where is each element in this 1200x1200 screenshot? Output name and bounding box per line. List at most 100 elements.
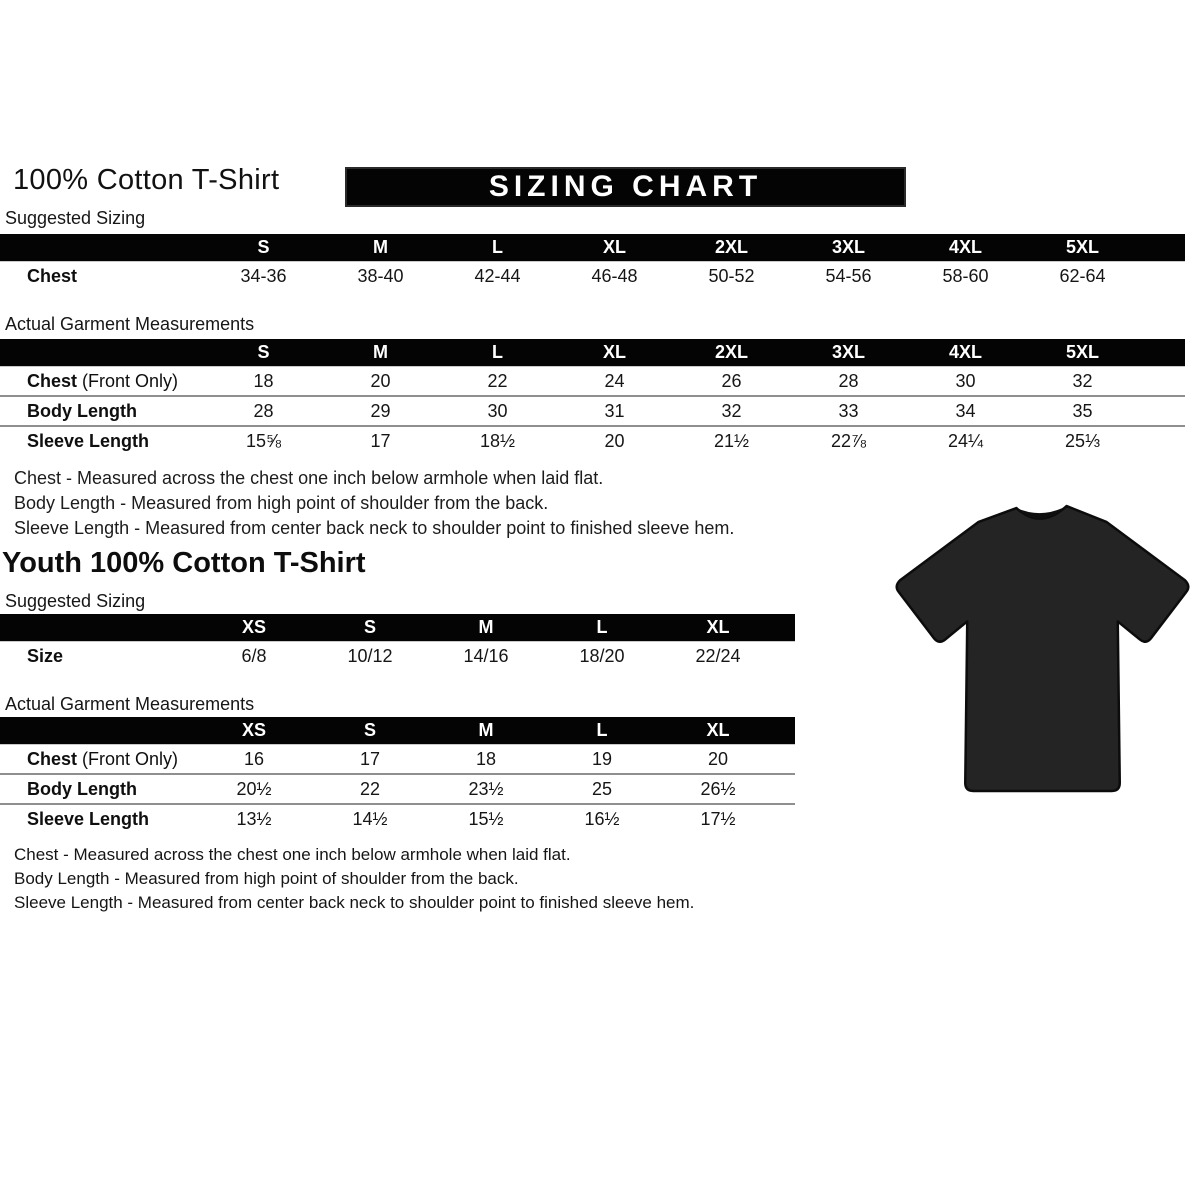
row-spacer: [776, 803, 795, 833]
adult-suggested-sizing-table: S M L XL 2XL 3XL 4XL 5XL Chest 34-36 38-…: [0, 234, 1185, 291]
size-column-header: XL: [556, 234, 673, 262]
measurement-value: 28: [838, 370, 859, 391]
size-column-header: L: [544, 614, 660, 642]
size-column-header: M: [428, 614, 544, 642]
measurement-value: 17: [322, 425, 439, 455]
measurement-value: 31: [556, 395, 673, 426]
row-spacer: [776, 773, 795, 804]
youth-suggested-sizing-label: Suggested Sizing: [5, 591, 146, 611]
header-corner: [0, 234, 205, 262]
size-column-header: M: [322, 234, 439, 262]
measurement-value: 32: [673, 395, 790, 426]
size-column-header: 4XL: [907, 234, 1024, 262]
measurement-value: 34-36: [240, 266, 287, 286]
measurement-value: 14½: [312, 803, 428, 833]
measurement-value: 25: [544, 773, 660, 804]
measurement-value: 13½: [196, 803, 312, 833]
row-label: Sleeve Length: [0, 803, 196, 833]
header-corner: [0, 614, 196, 642]
size-column-header: L: [544, 717, 660, 745]
adult-actual-measurements-label: Actual Garment Measurements: [5, 314, 255, 334]
size-column-header: XL: [556, 339, 673, 367]
measurement-value: 22: [487, 370, 508, 391]
table-row: Chest (Front Only) 16 17 18 19 20: [0, 745, 795, 775]
measurement-value: 16: [243, 748, 265, 769]
measurement-value: 17: [359, 748, 381, 769]
row-label: Size: [27, 646, 64, 666]
size-column-header: XL: [660, 614, 776, 642]
measurement-value: 30: [439, 395, 556, 426]
row-label: Chest: [27, 266, 78, 286]
size-column-header: L: [439, 339, 556, 367]
measurement-value: 15½: [428, 803, 544, 833]
measurement-value: 26: [721, 370, 742, 391]
table-row: Sleeve Length 13½ 14½ 15½ 16½ 17½: [0, 803, 795, 833]
note-chest: Chest - Measured across the chest one in…: [14, 845, 571, 864]
measurement-value: 24¼: [907, 425, 1024, 455]
measurement-value: 29: [322, 395, 439, 426]
size-column-header: 4XL: [907, 339, 1024, 367]
row-label: Chest (Front Only): [27, 370, 179, 391]
row-label: Chest (Front Only): [27, 748, 179, 769]
size-column-header: 5XL: [1024, 339, 1141, 367]
black-tshirt-image: [895, 504, 1190, 793]
measurement-value: 22: [312, 773, 428, 804]
measurement-value: 18: [475, 748, 497, 769]
measurement-value: 28: [205, 395, 322, 426]
size-column-header: 3XL: [790, 339, 907, 367]
row-spacer: [776, 642, 795, 672]
size-column-header: S: [205, 234, 322, 262]
adult-measurement-notes: Chest - Measured across the chest one in…: [14, 466, 814, 541]
youth-actual-measurements-label: Actual Garment Measurements: [5, 694, 255, 714]
measurement-value: 17½: [660, 803, 776, 833]
youth-measurement-notes: Chest - Measured across the chest one in…: [14, 843, 814, 915]
youth-section-title: Youth 100% Cotton T-Shirt: [2, 547, 366, 579]
measurement-value: 22/24: [695, 646, 741, 666]
page-title: 100% Cotton T-Shirt: [13, 164, 280, 196]
measurement-value: 18/20: [579, 646, 625, 666]
header-spacer: [776, 614, 795, 642]
measurement-value: 10/12: [347, 646, 393, 666]
tshirt-silhouette: [895, 504, 1190, 793]
measurement-value: 19: [591, 748, 613, 769]
header-spacer: [776, 717, 795, 745]
row-label: Sleeve Length: [0, 425, 205, 455]
note-sleeve-length: Sleeve Length - Measured from center bac…: [14, 893, 695, 912]
measurement-value: 15⅝: [205, 425, 322, 455]
size-column-header: XS: [196, 717, 312, 745]
note-sleeve-length: Sleeve Length - Measured from center bac…: [14, 518, 735, 538]
measurement-value: 22⅞: [790, 425, 907, 455]
size-column-header: S: [312, 614, 428, 642]
row-spacer: [1141, 262, 1185, 292]
size-header-row: XS S M L XL: [0, 717, 795, 745]
size-column-header: 2XL: [673, 234, 790, 262]
header-corner: [0, 339, 205, 367]
size-column-header: 5XL: [1024, 234, 1141, 262]
measurement-value: 35: [1024, 395, 1141, 426]
measurement-value: 6/8: [241, 646, 267, 666]
sizing-chart-banner: SIZING CHART: [345, 167, 906, 207]
row-spacer: [776, 745, 795, 775]
measurement-value: 18: [253, 370, 274, 391]
row-label: Body Length: [0, 395, 205, 426]
adult-suggested-sizing-label: Suggested Sizing: [5, 208, 146, 228]
table-row: Chest 34-36 38-40 42-44 46-48 50-52 54-5…: [0, 262, 1185, 292]
size-header-row: S M L XL 2XL 3XL 4XL 5XL: [0, 339, 1185, 367]
measurement-value: 46-48: [591, 266, 638, 286]
measurement-value: 58-60: [942, 266, 989, 286]
measurement-value: 26½: [660, 773, 776, 804]
table-row: Sleeve Length 15⅝ 17 18½ 20 21½ 22⅞ 24¼ …: [0, 425, 1185, 455]
row-spacer: [1141, 395, 1185, 426]
size-column-header: XL: [660, 717, 776, 745]
size-header-row: S M L XL 2XL 3XL 4XL 5XL: [0, 234, 1185, 262]
size-column-header: 2XL: [673, 339, 790, 367]
youth-suggested-sizing-table: XS S M L XL Size 6/8 10/12 14/16 18/20 2…: [0, 614, 795, 671]
measurement-value: 14/16: [463, 646, 509, 666]
measurement-value: 34: [907, 395, 1024, 426]
size-column-header: S: [312, 717, 428, 745]
size-column-header: 3XL: [790, 234, 907, 262]
table-row: Body Length 20½ 22 23½ 25 26½: [0, 773, 795, 804]
header-spacer: [1141, 339, 1185, 367]
measurement-value: 20: [556, 425, 673, 455]
